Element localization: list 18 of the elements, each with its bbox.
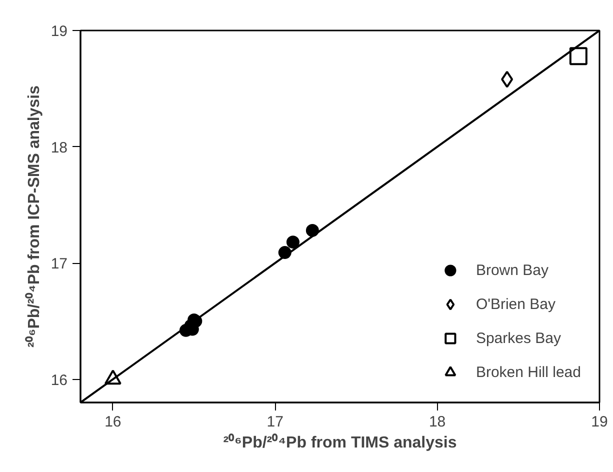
point xyxy=(569,47,588,66)
x-tick-label: 16 xyxy=(104,414,122,430)
point xyxy=(306,224,319,237)
x-axis-title: ²⁰⁶Pb/²⁰⁴Pb from TIMS analysis xyxy=(223,434,457,452)
point xyxy=(501,70,514,88)
legend-label: Broken Hill lead xyxy=(476,364,581,380)
y-axis-title: ²⁰⁶Pb/²⁰⁴Pb from ICP-SMS analysis xyxy=(24,85,43,348)
x-tick-label: 18 xyxy=(428,414,446,430)
y-tick-label: 17 xyxy=(50,256,68,272)
x-tick-label: 17 xyxy=(266,414,284,430)
x-tick-label: 19 xyxy=(591,414,608,430)
legend-label: O'Brien Bay xyxy=(476,296,556,312)
point xyxy=(286,236,300,249)
y-tick-label: 18 xyxy=(50,139,68,156)
y-tick-label: 19 xyxy=(50,23,68,40)
legend-label: Brown Bay xyxy=(476,262,548,278)
legend-label: Sparkes Bay xyxy=(476,330,561,346)
y-tick-label: 16 xyxy=(50,372,68,389)
